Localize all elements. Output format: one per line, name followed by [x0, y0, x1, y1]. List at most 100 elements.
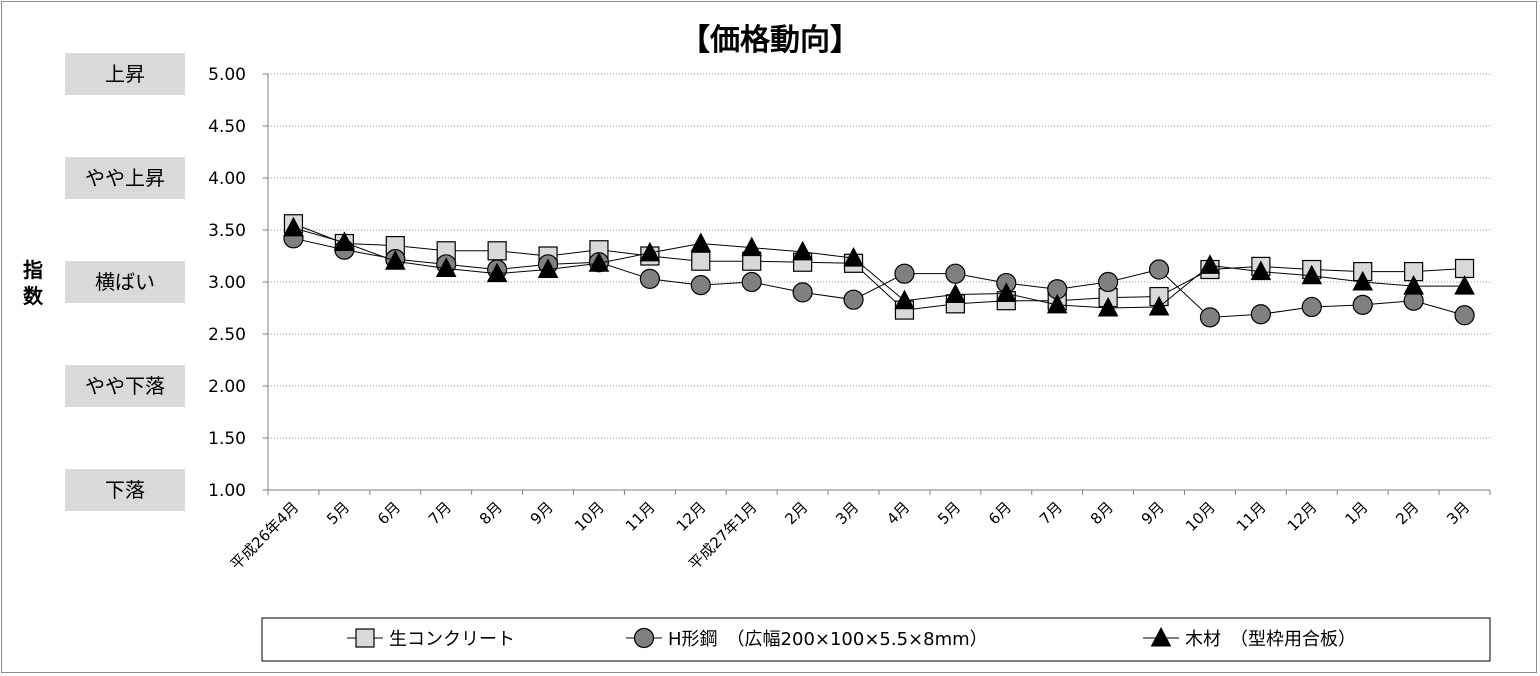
x-tick-label: 2月 — [1392, 498, 1422, 528]
legend: 生コンクリート H形鋼 （広幅200×100×5.5×8mm） 木材 （型枠用合板） — [261, 617, 1491, 662]
data-point — [1403, 275, 1424, 295]
data-point — [334, 231, 355, 251]
level-label: 上昇 — [105, 62, 145, 86]
series-line — [293, 237, 1465, 318]
data-point — [1199, 254, 1221, 274]
data-point — [1250, 260, 1272, 281]
y-tick-labels: 1.00 1.50 2.00 2.50 3.00 3.50 4.00 4.50 5.00 — [208, 65, 246, 501]
x-tick-label: 10月 — [1182, 498, 1219, 535]
data-point — [1301, 264, 1323, 285]
x-tick-label: 平成26年4月 — [227, 498, 302, 573]
series-line — [293, 227, 1465, 309]
x-tick-label: 3月 — [832, 498, 862, 528]
legend-item: H形鋼 （広幅200×100×5.5×8mm） — [626, 627, 988, 650]
x-tick-label: 6月 — [985, 498, 1015, 528]
x-tick-label: 4月 — [883, 498, 913, 528]
level-label-box — [65, 261, 185, 303]
x-tick-label: 2月 — [781, 498, 811, 528]
x-tick-label: 7月 — [1036, 498, 1066, 528]
data-point — [1352, 294, 1373, 315]
x-tick-label: 9月 — [1138, 498, 1168, 528]
x-tick-label: 1月 — [1341, 498, 1371, 528]
data-point — [690, 232, 712, 253]
x-tick-label: 7月 — [425, 498, 455, 528]
data-point — [1148, 259, 1170, 280]
y-tick-label: 5.00 — [208, 65, 246, 85]
y-tick-label: 2.00 — [208, 377, 246, 397]
data-point — [1301, 296, 1322, 318]
data-point — [537, 258, 559, 279]
data-point — [843, 247, 864, 267]
series-2 — [283, 228, 1475, 328]
legend-label: H形鋼 （広幅200×100×5.5×8mm） — [668, 629, 988, 650]
data-point — [843, 289, 864, 310]
data-point — [588, 252, 610, 272]
x-tick-label: 10月 — [571, 498, 608, 535]
legend-box — [261, 617, 1491, 662]
chart-title: 【価格動向】 — [680, 23, 860, 58]
x-tick-label: 5月 — [934, 498, 964, 528]
level-label-box — [65, 469, 185, 511]
legend-item: 木材 （型枠用合板） — [1143, 626, 1356, 650]
data-point — [690, 275, 711, 296]
axes — [263, 73, 1491, 495]
level-label-box — [65, 157, 185, 199]
data-point — [639, 241, 661, 262]
legend-label: 木材 （型枠用合板） — [1185, 629, 1356, 650]
data-point — [1097, 296, 1119, 317]
legend-marker — [355, 628, 375, 648]
level-label: やや下落 — [85, 374, 165, 398]
y-tick-label: 2.50 — [208, 325, 246, 345]
series-1 — [283, 214, 1475, 320]
level-label: 横ばい — [95, 270, 155, 294]
data-point — [435, 257, 457, 277]
y-tick-label: 4.00 — [208, 169, 246, 189]
y-tick-label: 3.00 — [208, 273, 246, 293]
legend-item: 生コンクリート — [347, 628, 515, 650]
level-label-box — [65, 53, 185, 95]
y-axis-label-char: 指 — [23, 258, 43, 282]
x-tick-label: 11月 — [1233, 498, 1270, 535]
x-tick-label: 12月 — [673, 498, 710, 535]
data-point — [1148, 295, 1170, 316]
data-point — [1046, 293, 1068, 314]
data-point — [741, 271, 762, 293]
data-point — [384, 250, 406, 270]
level-label: 下落 — [105, 478, 145, 502]
x-tick-label: 3月 — [1443, 498, 1473, 528]
x-tick-label: 12月 — [1284, 498, 1321, 535]
x-tick-label: 8月 — [1087, 498, 1117, 528]
data-point — [945, 283, 966, 303]
data-point — [945, 263, 966, 284]
y-tick-label: 1.50 — [208, 429, 246, 449]
x-tick-label: 6月 — [374, 498, 404, 528]
y-axis-label-char: 数 — [23, 284, 44, 308]
level-label-box — [65, 365, 185, 407]
y-tick-label: 1.00 — [208, 481, 246, 501]
data-point — [792, 282, 813, 303]
legend-label: 生コンクリート — [389, 629, 515, 650]
data-point — [741, 236, 763, 257]
data-point — [1352, 270, 1374, 291]
data-point — [639, 268, 660, 289]
data-point — [1454, 258, 1475, 279]
data-point — [792, 240, 813, 261]
x-tick-label: 11月 — [622, 498, 659, 535]
data-point — [894, 289, 915, 310]
y-tick-label: 4.50 — [208, 117, 246, 137]
y-axis-label: 指数 — [23, 258, 44, 308]
series — [283, 214, 1475, 328]
data-point — [691, 251, 711, 271]
y-tick-label: 3.50 — [208, 221, 246, 241]
level-label: やや上昇 — [85, 166, 165, 190]
data-point — [283, 216, 304, 237]
data-point — [1199, 307, 1221, 328]
data-point — [487, 241, 507, 261]
data-point — [1250, 304, 1271, 325]
x-tick-label: 5月 — [323, 498, 353, 528]
data-point — [486, 262, 508, 283]
